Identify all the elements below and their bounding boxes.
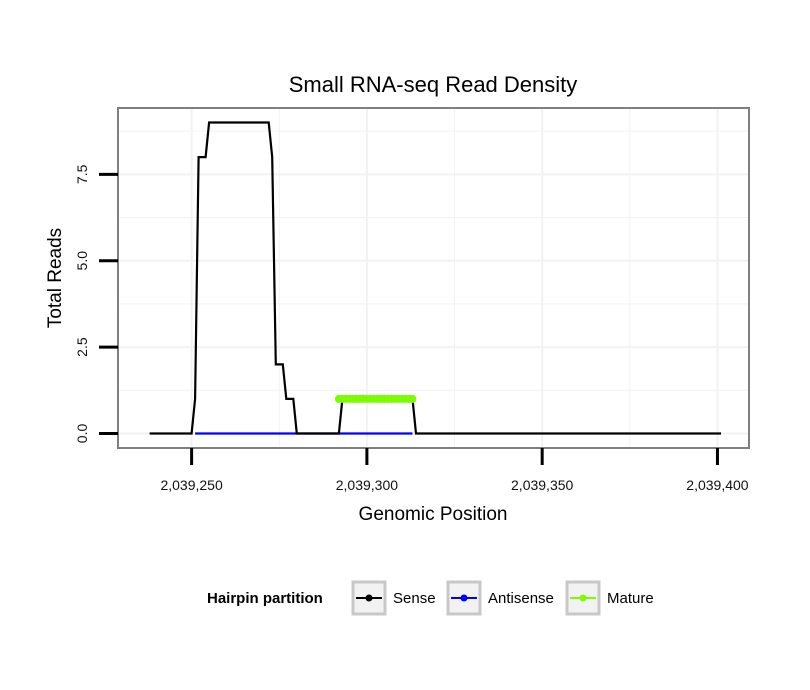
plot-panel	[117, 107, 750, 449]
legend: Hairpin partition Sense Antisense Mature	[207, 580, 654, 616]
legend-dot-mature	[579, 594, 587, 602]
plot-border	[117, 107, 750, 449]
legend-label-sense: Sense	[393, 590, 436, 607]
x-axis-title: Genomic Position	[359, 504, 508, 525]
x-tick-label: 2,039,350	[511, 477, 573, 493]
x-tick-label: 2,039,250	[160, 477, 222, 493]
plot-background	[118, 108, 749, 448]
chart-title: Small RNA-seq Read Density	[289, 72, 578, 97]
y-axis: 0.0 2.5 5.0 7.5	[74, 164, 118, 443]
x-tick-label: 2,039,400	[686, 477, 748, 493]
mature-data-point	[408, 394, 417, 403]
legend-dot-antisense	[460, 594, 468, 602]
data-series	[149, 121, 721, 435]
x-tick-label: 2,039,300	[336, 477, 398, 493]
grid-lines	[118, 108, 749, 448]
legend-label-antisense: Antisense	[488, 590, 554, 607]
legend-dot-sense	[365, 594, 373, 602]
x-axis: 2,039,250 2,039,300 2,039,350 2,039,400	[160, 448, 749, 493]
legend-label-mature: Mature	[607, 590, 654, 607]
legend-title: Hairpin partition	[207, 590, 323, 607]
y-tick-label: 0.0	[74, 424, 90, 444]
y-axis-title: Total Reads	[45, 228, 66, 328]
y-tick-label: 7.5	[74, 164, 90, 184]
y-tick-label: 5.0	[74, 251, 90, 271]
y-tick-label: 2.5	[74, 337, 90, 357]
